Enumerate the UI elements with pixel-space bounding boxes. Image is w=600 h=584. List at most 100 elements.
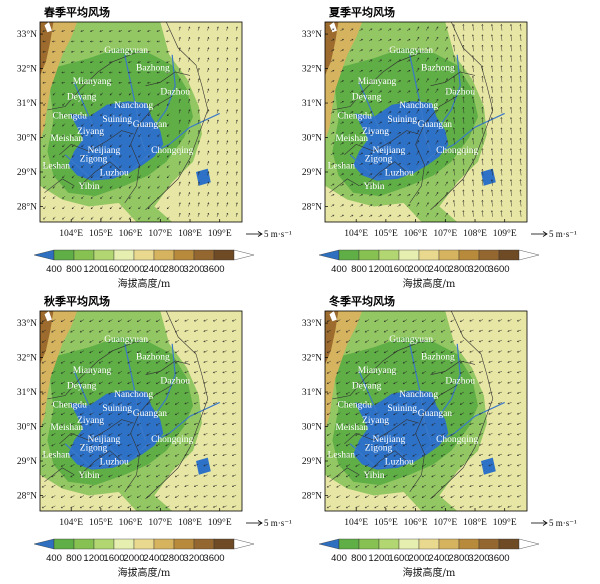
- wind-arrow: [393, 474, 398, 478]
- wind-arrow: [128, 61, 132, 63]
- wind-arrow: [336, 505, 341, 509]
- colorbar-tick-label: 3200: [183, 264, 204, 275]
- wind-arrow: [517, 433, 522, 436]
- city-label-dazhou: Dazhou: [160, 87, 190, 97]
- wind-arrow: [364, 484, 370, 488]
- wind-arrow: [136, 422, 142, 426]
- city-label-ziyang: Ziyang: [77, 416, 104, 426]
- colorbar-tick-label: 400: [331, 264, 347, 275]
- wind-arrow: [416, 26, 420, 31]
- wind-arrow: [336, 340, 341, 343]
- wind-arrow: [80, 30, 85, 32]
- wind-arrow: [482, 65, 484, 73]
- admin-border: [59, 419, 134, 445]
- wind-arrow: [197, 68, 200, 73]
- wind-arrow: [431, 505, 436, 509]
- wind-arrow: [216, 68, 219, 73]
- wind-arrow: [491, 65, 493, 73]
- city-label-meishan: Meishan: [335, 134, 368, 144]
- wind-arrow: [488, 412, 493, 415]
- wind-arrow: [507, 412, 512, 415]
- wind-arrow: [90, 206, 94, 210]
- wind-scale-label: 5 m·s⁻¹: [549, 518, 577, 528]
- wind-arrow: [80, 61, 85, 63]
- wind-arrow: [108, 360, 113, 364]
- wind-vector-field: [41, 319, 237, 509]
- wind-arrow: [203, 360, 208, 363]
- lon-tick-label: 106°E: [404, 228, 428, 239]
- wind-arrow: [127, 505, 132, 509]
- colorbar-swatch: [458, 538, 480, 550]
- wind-arrow: [43, 133, 47, 137]
- wind-arrow: [235, 47, 238, 52]
- wind-arrow: [203, 464, 208, 467]
- wind-arrow: [128, 133, 132, 137]
- wind-arrow: [70, 433, 75, 436]
- wind-arrow: [119, 216, 123, 220]
- wind-arrow: [232, 495, 237, 498]
- wind-arrow: [520, 210, 522, 217]
- wind-arrow: [71, 144, 75, 148]
- wind-arrow: [178, 26, 181, 31]
- wind-arrow: [383, 484, 389, 488]
- wind-arrow: [98, 443, 104, 447]
- wind-arrow: [498, 433, 503, 436]
- wind-arrow: [368, 39, 373, 42]
- wind-arrow: [460, 350, 465, 353]
- wind-arrow: [127, 371, 132, 374]
- wind-arrow: [51, 340, 56, 343]
- colorbar-tick-label: 1200: [368, 264, 389, 275]
- wind-arrow: [383, 360, 389, 364]
- wind-arrow: [127, 474, 132, 478]
- lon-tick-label: 105°E: [374, 228, 398, 239]
- wind-arrow: [507, 391, 512, 394]
- wind-arrow: [336, 391, 341, 395]
- lon-tick-label: 104°E: [59, 517, 83, 528]
- lat-tick-label: 33°N: [17, 29, 37, 40]
- wind-arrow: [397, 121, 401, 124]
- wind-arrow: [79, 319, 85, 322]
- wind-arrow: [517, 505, 522, 508]
- panel-title: 春季平均风场: [44, 5, 110, 19]
- wind-arrow: [520, 179, 522, 186]
- wind-map-svg: 春季平均风场GuangyuanBazhongMianyangDazhouDeya…: [17, 5, 292, 290]
- wind-arrow: [203, 484, 208, 487]
- wind-arrow: [98, 505, 104, 509]
- wind-arrow: [226, 109, 228, 114]
- wind-arrow: [232, 319, 237, 322]
- lon-tick-label: 107°E: [148, 517, 172, 528]
- wind-arrow: [90, 71, 94, 73]
- city-label-chongqing: Chongqing: [151, 435, 193, 445]
- wind-arrow: [501, 138, 503, 145]
- wind-arrow: [517, 391, 522, 394]
- wind-arrow: [138, 113, 142, 116]
- wind-arrow: [90, 185, 94, 189]
- wind-arrow: [194, 412, 199, 415]
- wind-arrow: [118, 30, 123, 32]
- wind-arrow: [520, 34, 522, 42]
- wind-arrow: [491, 210, 493, 217]
- wind-arrow: [165, 495, 170, 498]
- wind-arrow: [421, 464, 427, 467]
- wind-arrow: [450, 391, 455, 395]
- wind-arrow: [89, 474, 94, 478]
- colorbar-tick-label: 2400: [143, 553, 164, 564]
- wind-arrow: [138, 123, 142, 127]
- wind-arrow: [216, 140, 219, 145]
- wind-arrow: [460, 340, 465, 343]
- wind-arrow: [98, 464, 104, 467]
- wind-arrow: [43, 164, 47, 168]
- wind-arrow: [156, 329, 161, 333]
- colorbar-swatch: [33, 538, 55, 550]
- wind-arrow: [402, 350, 408, 353]
- wind-arrow: [156, 453, 161, 457]
- wind-arrow: [359, 132, 363, 135]
- wind-arrow: [119, 195, 123, 199]
- wind-arrow: [507, 319, 512, 322]
- wind-arrow: [43, 175, 47, 179]
- wind-arrow: [463, 138, 465, 145]
- city-label-dazhou: Dazhou: [445, 87, 475, 97]
- colorbar-tick-label: 1200: [83, 553, 104, 564]
- wind-arrow: [166, 82, 170, 84]
- wind-arrow: [41, 464, 47, 467]
